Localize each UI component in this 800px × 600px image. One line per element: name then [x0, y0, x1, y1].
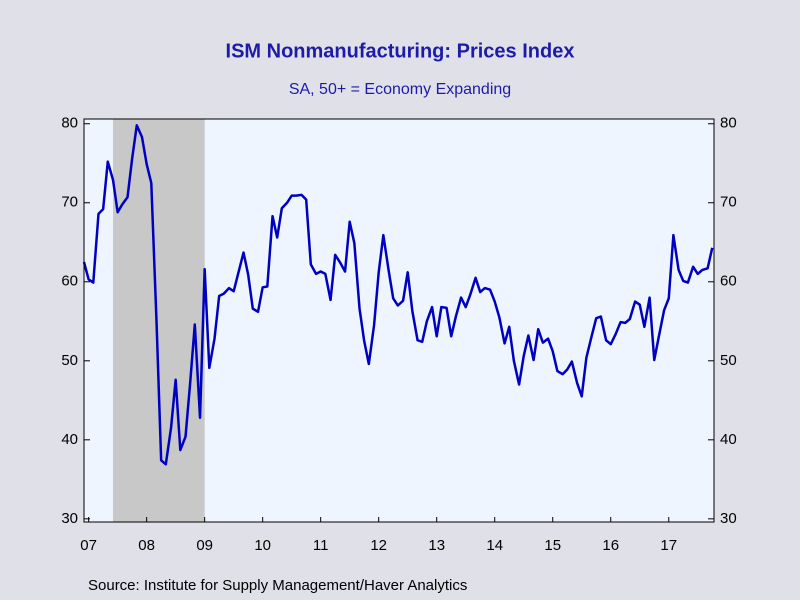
y2-tick-label: 70	[720, 194, 737, 211]
x-tick-label: 17	[660, 537, 677, 554]
y-tick-label: 50	[61, 352, 78, 369]
y-tick-label: 30	[61, 510, 78, 527]
y2-tick-label: 50	[720, 352, 737, 369]
chart-subtitle: SA, 50+ = Economy Expanding	[289, 81, 511, 98]
x-tick-label: 13	[428, 537, 445, 554]
y2-tick-label: 40	[720, 431, 737, 448]
y-tick-label: 40	[61, 431, 78, 448]
y-tick-label: 60	[61, 273, 78, 290]
recession-shading	[113, 119, 205, 522]
chart-title: ISM Nonmanufacturing: Prices Index	[226, 40, 575, 62]
y-tick-label: 70	[61, 194, 78, 211]
line-series	[82, 124, 714, 466]
x-tick-label: 11	[313, 537, 329, 554]
x-tick-label: 14	[486, 537, 503, 554]
source-note: Source: Institute for Supply Management/…	[88, 577, 467, 594]
x-tick-label: 12	[370, 537, 387, 554]
y2-tick-label: 30	[720, 510, 737, 527]
x-tick-label: 16	[602, 537, 619, 554]
y2-tick-label: 60	[720, 273, 737, 290]
plot-border	[83, 118, 715, 523]
x-tick-label: 10	[254, 537, 271, 554]
y-tick-label: 80	[61, 115, 78, 132]
y2-tick-label: 80	[720, 115, 737, 132]
x-tick-label: 09	[196, 537, 213, 554]
x-tick-label: 08	[138, 537, 155, 554]
x-tick-label: 15	[544, 537, 561, 554]
x-tick-label: 07	[80, 537, 97, 554]
